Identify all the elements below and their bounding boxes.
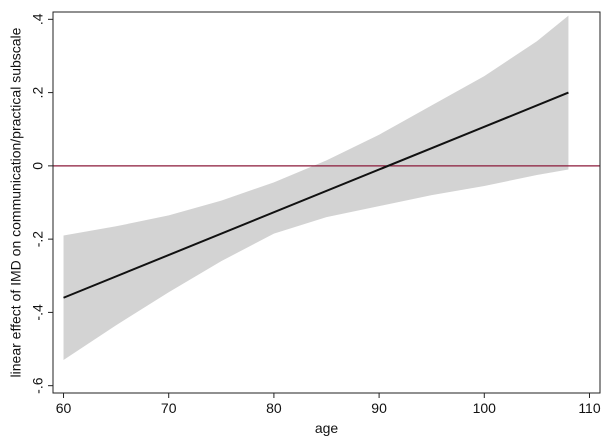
x-tick-label: 100: [473, 400, 497, 416]
y-tick-label: .4: [30, 13, 46, 25]
plot-frame: [52, 11, 601, 394]
plot-area: [53, 15, 600, 361]
fitted-line: [63, 91, 569, 299]
x-tick-label: 110: [578, 400, 601, 416]
x-axis-title: age: [315, 420, 339, 436]
y-tick-label: 0: [30, 162, 46, 170]
x-tick-label: 90: [371, 400, 387, 416]
y-axis: -.6 -.4 -.2 0 .2 .4: [30, 13, 53, 394]
x-tick-label: 60: [56, 400, 72, 416]
y-tick-label: -.2: [30, 231, 46, 248]
y-tick-label: -.4: [30, 304, 46, 321]
x-tick-label: 70: [161, 400, 177, 416]
y-axis-title: linear effect of IMD on communication/pr…: [8, 27, 24, 377]
x-tick-label: 80: [266, 400, 282, 416]
y-tick-label: -.6: [30, 377, 46, 394]
confidence-band: [63, 15, 569, 361]
y-tick-label: .2: [30, 87, 46, 99]
x-axis: 60 70 80 90 100 110: [56, 393, 601, 416]
